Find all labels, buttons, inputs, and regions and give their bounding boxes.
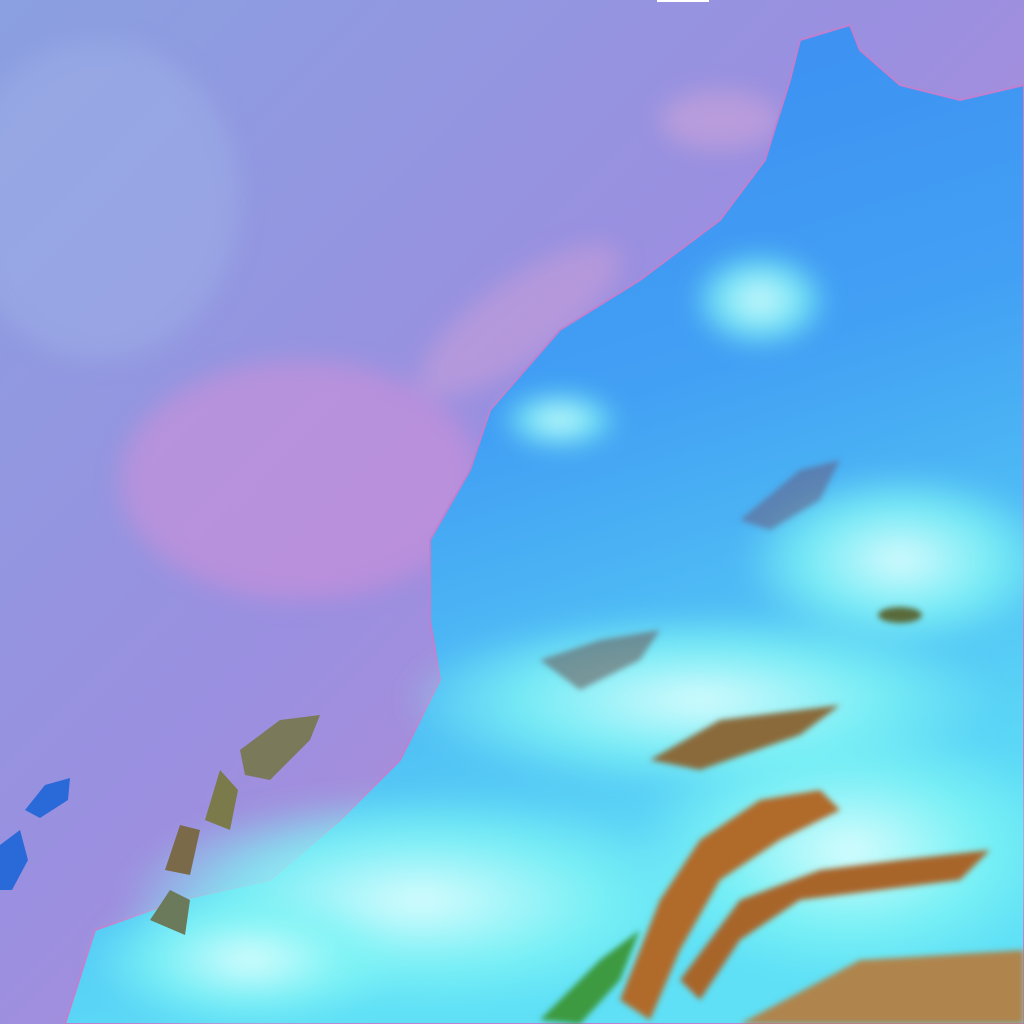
cloud-cover (90, 250, 1024, 1024)
ocean-haze (0, 40, 780, 600)
islands (0, 715, 320, 935)
top-bar (657, 0, 709, 2)
mountains (540, 460, 1024, 1024)
